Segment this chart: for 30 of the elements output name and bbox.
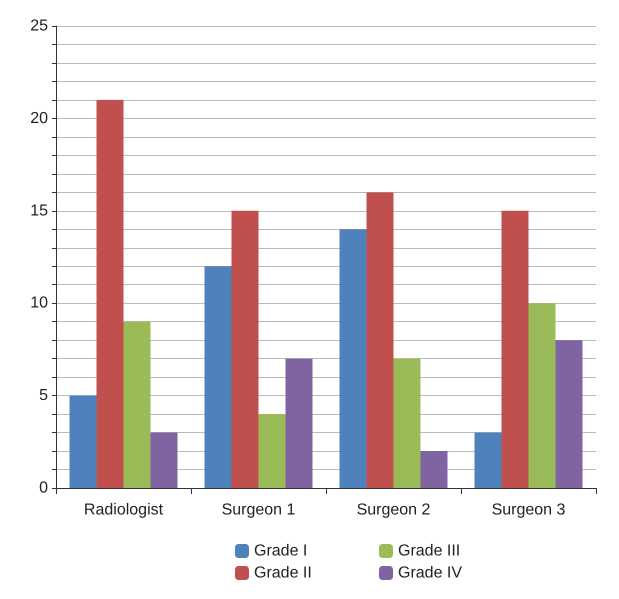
bar (394, 358, 420, 488)
bar (258, 414, 286, 488)
bar (366, 192, 394, 488)
bar (232, 210, 258, 488)
legend-label: Grade IV (398, 564, 462, 582)
bar (70, 396, 96, 488)
bar (474, 432, 502, 488)
bar (286, 358, 312, 488)
bar (528, 303, 556, 488)
bar (150, 432, 178, 488)
legend-label: Grade II (254, 564, 312, 582)
y-tick-label: 20 (30, 110, 48, 127)
y-tick-label: 0 (39, 480, 48, 496)
y-tick-label: 5 (39, 387, 48, 404)
bar (420, 451, 448, 488)
bar (124, 322, 150, 488)
legend-label: Grade III (398, 542, 460, 560)
y-tick-label: 25 (30, 18, 48, 34)
y-tick-label: 15 (30, 202, 48, 220)
y-tick-label: 10 (30, 294, 48, 312)
bar (502, 210, 528, 488)
legend-label: Grade I (254, 542, 308, 560)
x-tick-label: Radiologist (84, 502, 164, 518)
bar (204, 266, 232, 488)
x-tick-label: Surgeon 1 (222, 502, 296, 518)
bar (96, 100, 124, 488)
x-tick-label: Surgeon 3 (492, 502, 566, 518)
x-tick-label: Surgeon 2 (356, 502, 431, 518)
bar (556, 340, 582, 488)
bar (340, 229, 366, 488)
